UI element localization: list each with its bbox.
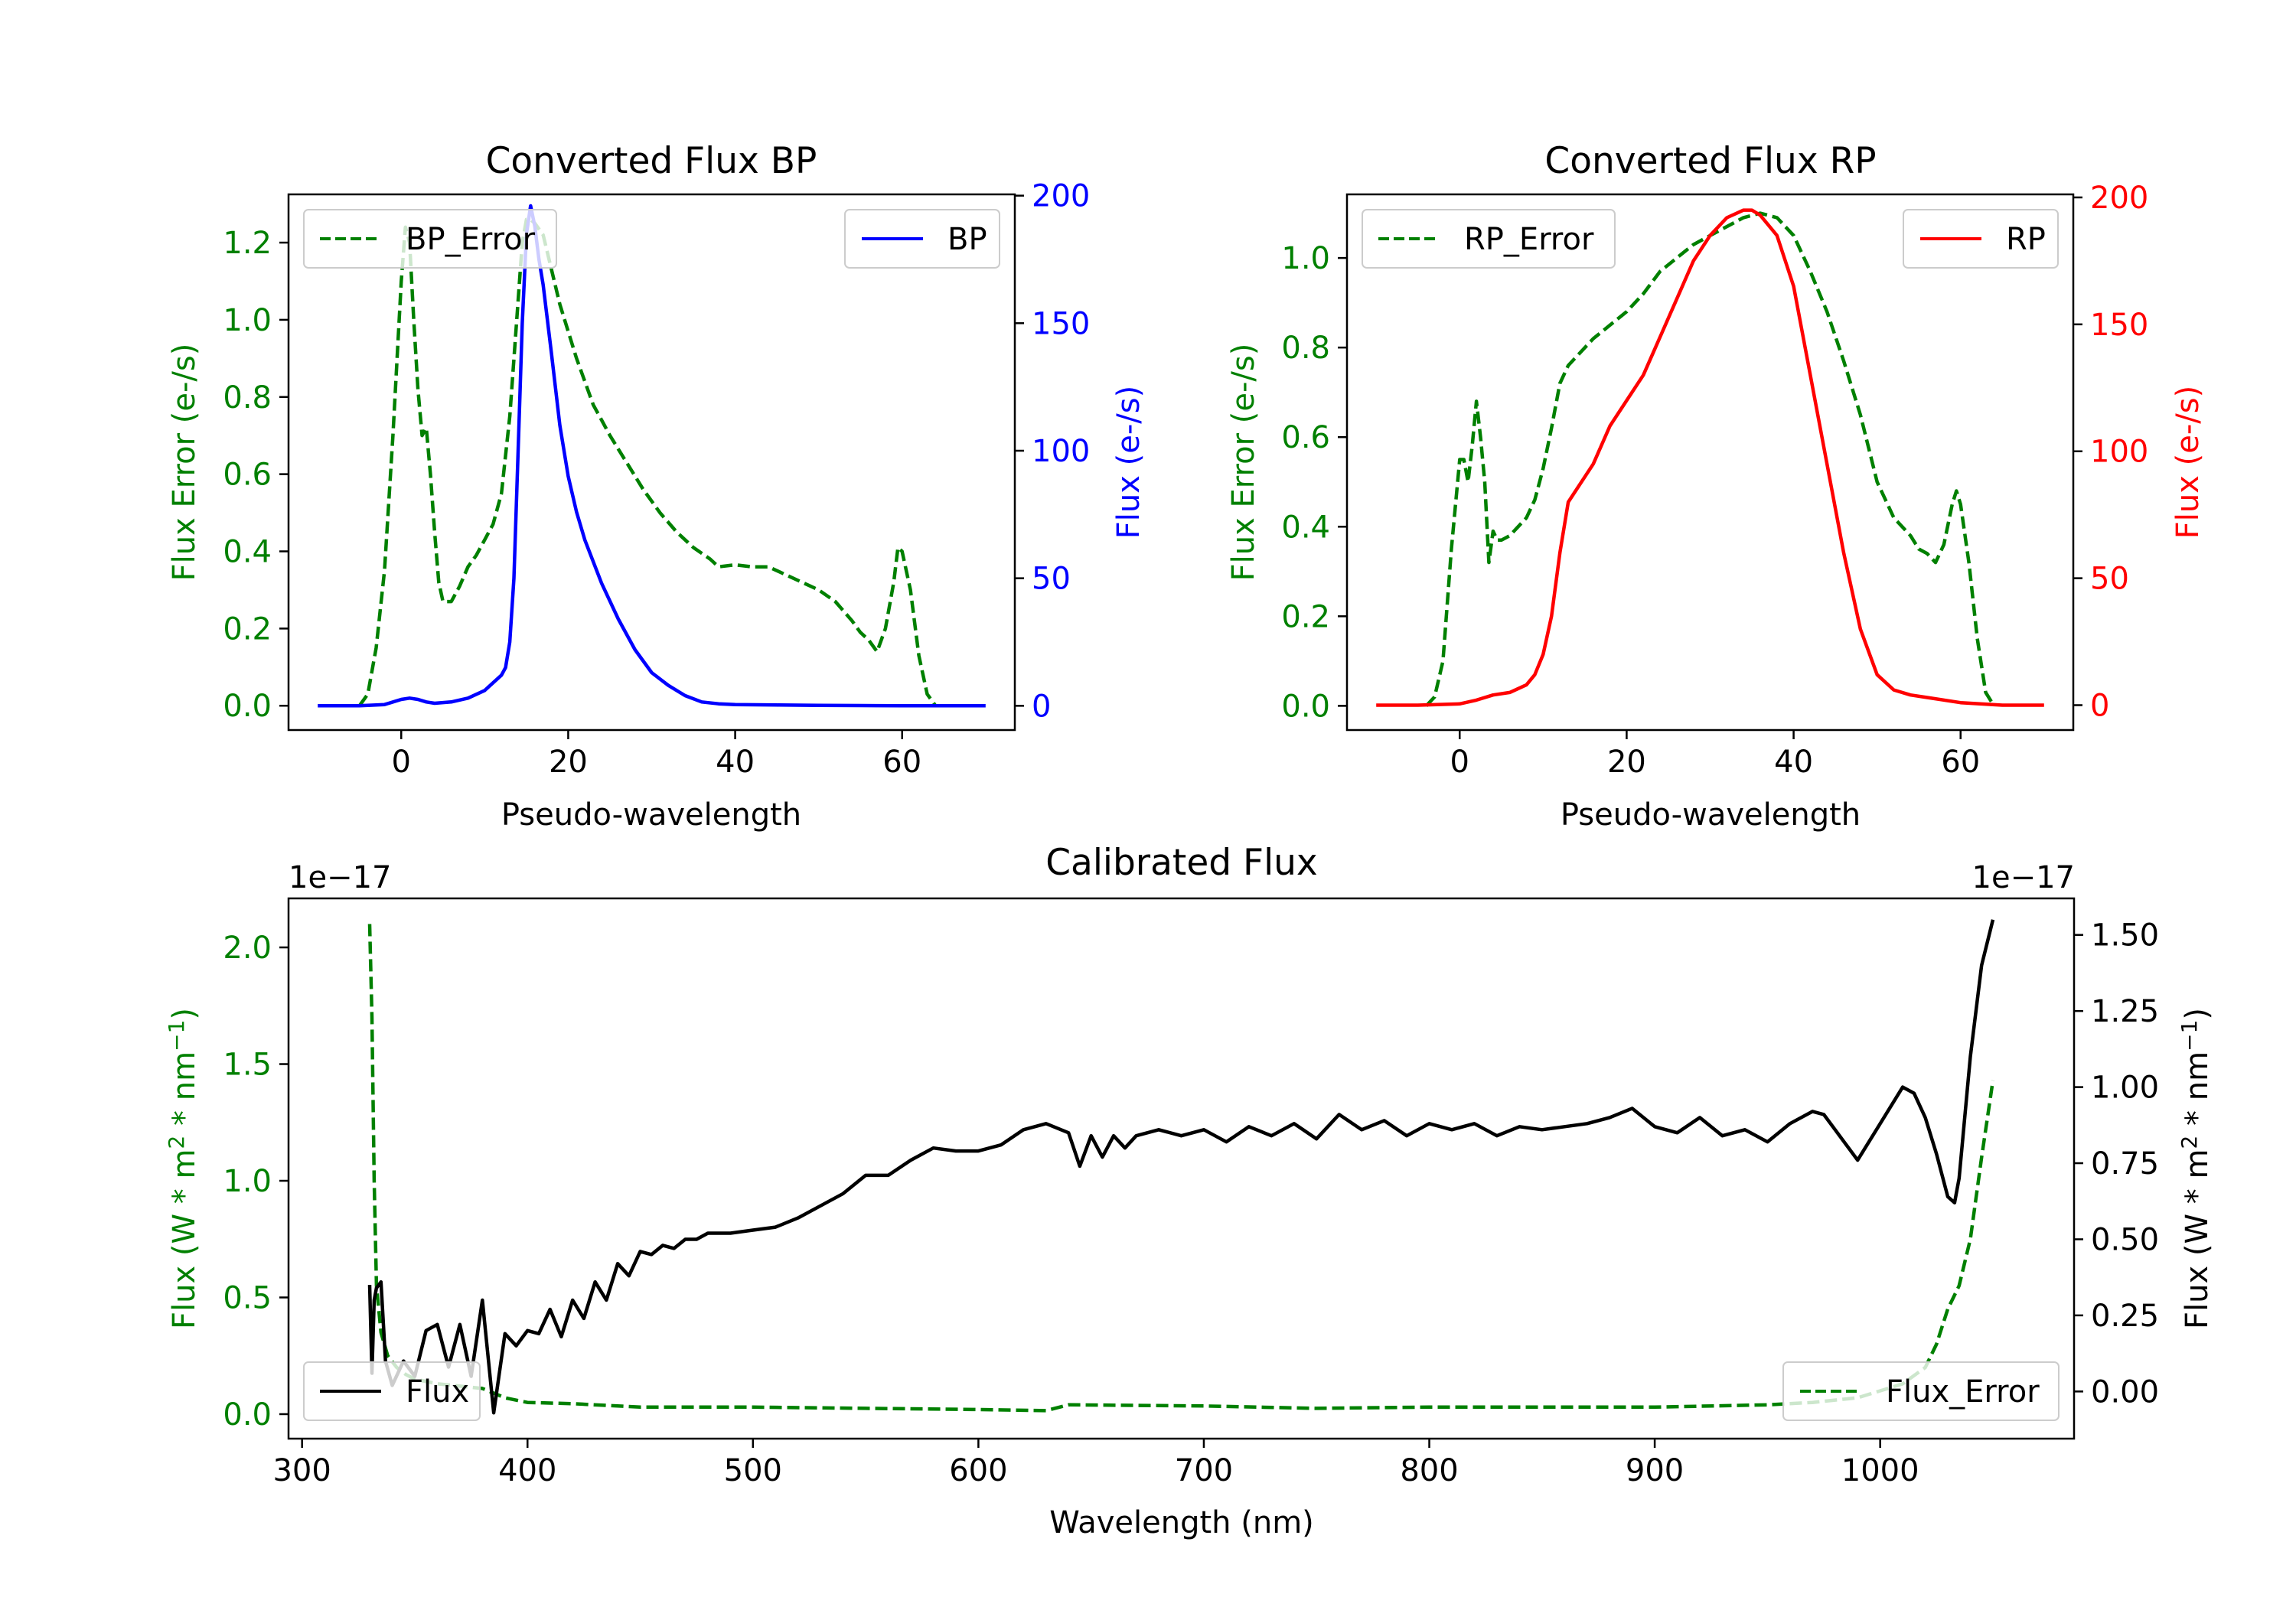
bp-ylabel-left: Flux Error (e-/s) [167,344,202,582]
rp-series-rp-line [1376,208,2044,707]
cal-xticks: 300 400 500 600 700 800 900 1000 [272,1439,1919,1488]
bp-ytick-left-label: 0.4 [223,534,272,569]
cal-xtick-label: 900 [1626,1453,1684,1488]
rp-series-rp-error-line [1424,211,1996,707]
bp-yticks-left: 0.0 0.2 0.4 0.6 0.8 1.0 1.2 [223,226,289,724]
rp-ytick-right-label: 100 [2090,435,2148,470]
rp-yticks-left: 0.0 0.2 0.4 0.6 0.8 1.0 [1281,241,1347,724]
rp-ytick-right-label: 50 [2090,562,2129,597]
panel-rp: Converted Flux RP 0 20 40 60 0.00.20.40.60.… [1226,140,2206,833]
cal-xtick-label: 500 [724,1453,782,1488]
cal-xtick-label: 800 [1400,1453,1458,1488]
rp-xtick-label: 20 [1607,745,1646,780]
bp-ytick-left-label: 0.0 [223,689,272,724]
bp-legend-flux-label: BP [947,222,987,257]
cal-title: Calibrated Flux [1045,842,1318,884]
cal-ytick-right-label: 0.75 [2091,1146,2159,1182]
rp-xtick-label: 40 [1774,745,1813,780]
rp-legend-flux: RP [1903,209,2059,269]
rp-frame [1345,193,2075,732]
rp-xtick-label: 60 [1941,745,1980,780]
cal-xtick-label: 700 [1175,1453,1233,1488]
cal-xtick-label: 1000 [1841,1453,1919,1488]
panel-calibrated: Calibrated Flux 1e−17 1e−17 300 400 500 600… [164,842,2215,1540]
bp-legend-error: BP_Error [303,209,557,269]
bp-frame [287,193,1016,732]
cal-frame [287,897,2076,1440]
rp-legend-error-label: RP_Error [1464,222,1594,257]
bp-series-bp-error-line [357,217,944,708]
bp-xtick-label: 40 [716,745,755,780]
cal-yticks-right: 0.00 0.25 0.50 0.75 1.00 1.25 1.50 [2074,918,2159,1410]
cal-legend-error: Flux_Error [1782,1361,2060,1421]
cal-ylabel-left: Flux (W * m2 * nm−1) [164,1008,202,1329]
cal-ytick-left-label: 0.0 [223,1397,272,1433]
bp-legend-flux: BP [844,209,1000,269]
rp-ytick-left-label: 0.0 [1281,689,1330,724]
rp-ytick-left-label: 0.4 [1281,510,1330,545]
bp-ytick-left-label: 0.8 [223,380,272,416]
bp-ylabel-right: Flux (e-/s) [1111,386,1146,539]
bp-xtick-label: 0 [392,745,411,780]
bp-xtick-label: 60 [882,745,921,780]
rp-legend-error: RP_Error [1362,209,1616,269]
rp-ylabel-right: Flux (e-/s) [2170,386,2206,539]
cal-ytick-left-label: 1.5 [223,1048,272,1083]
bp-ytick-right-label: 100 [1032,434,1090,469]
cal-ytick-right-label: 0.25 [2091,1299,2159,1334]
rp-plot-area [1376,208,2044,707]
rp-xticks: 0 20 40 60 [1450,730,1980,780]
bp-ytick-right-label: 200 [1032,179,1090,214]
cal-xtick-label: 600 [949,1453,1007,1488]
cal-xlabel: Wavelength (nm) [1049,1505,1314,1540]
rp-ytick-left-label: 1.0 [1281,241,1330,276]
bp-ytick-left-label: 1.0 [223,303,272,338]
rp-legend-flux-label: RP [2006,222,2046,257]
cal-legend-flux-label: Flux [406,1374,469,1410]
rp-title: Converted Flux RP [1544,140,1876,182]
rp-ytick-left-label: 0.2 [1281,599,1330,634]
rp-xtick-label: 0 [1450,745,1469,780]
bp-ytick-left-label: 1.2 [223,226,272,261]
cal-xtick-label: 300 [272,1453,331,1488]
cal-ylabel-right: Flux (W * m2 * nm−1) [2177,1008,2215,1329]
rp-xlabel: Pseudo-wavelength [1561,797,1861,833]
bp-yticks-right: 0 50 100 150 200 [1015,179,1090,724]
cal-ytick-right-label: 1.50 [2091,918,2159,953]
panel-bp: Converted Flux BP 0 20 40 60 0.00.20.40.60.… [167,140,1146,833]
rp-ylabel-left: Flux Error (e-/s) [1226,344,1261,582]
cal-offset-right: 1e−17 [1972,860,2075,895]
cal-ytick-left-label: 1.0 [223,1164,272,1199]
bp-ytick-right-label: 150 [1032,306,1090,341]
rp-ytick-right-label: 0 [2090,688,2109,723]
cal-ytick-right-label: 1.25 [2091,994,2159,1029]
bp-xticks: 0 20 40 60 [392,730,921,780]
cal-legend-flux: Flux [303,1361,481,1421]
bp-ytick-right-label: 50 [1032,562,1071,597]
cal-xtick-label: 400 [498,1453,556,1488]
cal-ytick-left-label: 0.5 [223,1280,272,1315]
rp-ytick-right-label: 200 [2090,181,2148,216]
bp-ytick-left-label: 0.2 [223,611,272,647]
cal-legend-error-label: Flux_Error [1886,1374,2040,1410]
rp-yticks-right: 0 50 100 150 200 [2073,181,2148,723]
rp-ytick-left-label: 0.6 [1281,420,1330,455]
cal-offset-left: 1e−17 [289,860,391,895]
cal-ytick-left-label: 2.0 [223,931,272,966]
cal-ytick-right-label: 1.00 [2091,1071,2159,1106]
cal-series-flux-line [367,919,1995,1415]
bp-ytick-left-label: 0.6 [223,458,272,493]
rp-ytick-right-label: 150 [2090,308,2148,343]
bp-ytick-right-label: 0 [1032,689,1051,724]
bp-legend-error-label: BP_Error [406,222,536,257]
bp-xlabel: Pseudo-wavelength [501,797,801,833]
rp-ytick-left-label: 0.8 [1281,331,1330,366]
cal-ytick-right-label: 0.50 [2091,1222,2159,1257]
cal-ytick-right-label: 0.00 [2091,1374,2159,1410]
cal-yticks-left: 0.0 0.5 1.0 1.5 2.0 [223,931,289,1433]
bp-xtick-label: 20 [549,745,588,780]
bp-title: Converted Flux BP [486,140,817,182]
